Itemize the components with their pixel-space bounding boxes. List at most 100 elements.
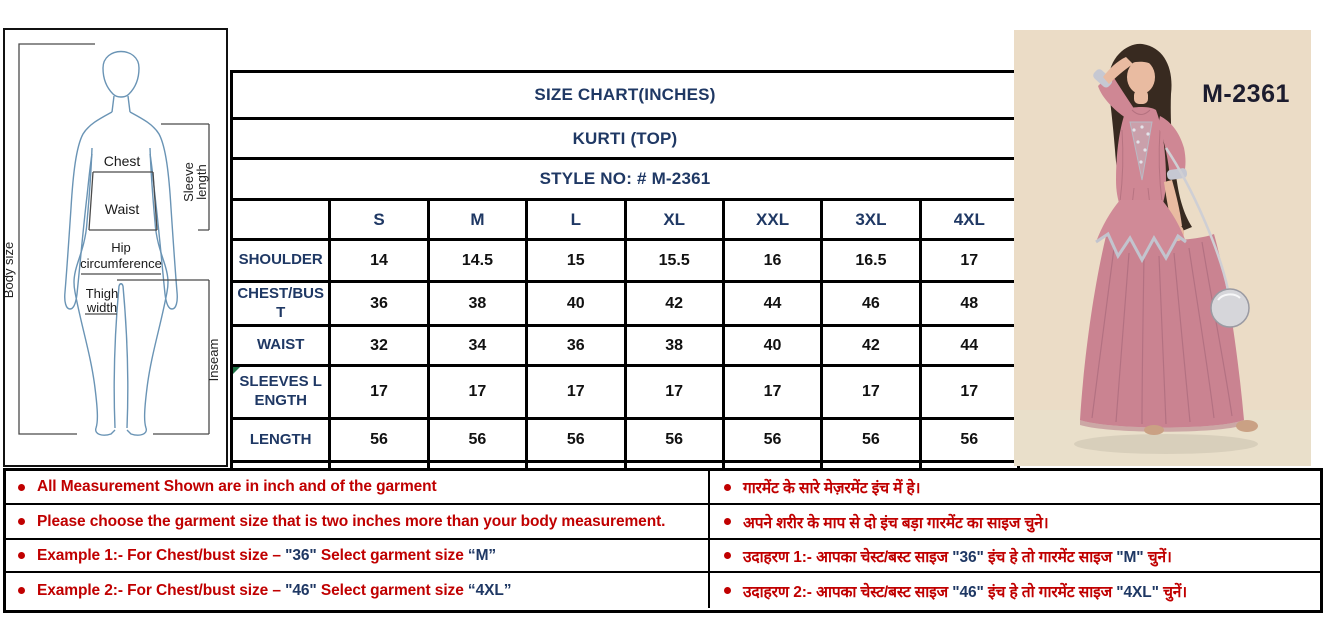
measurement-lines — [18, 43, 210, 435]
model-foot — [1144, 425, 1164, 435]
body-size-label: Body size — [5, 242, 16, 298]
note-highlight: "36" — [952, 548, 984, 566]
measurement-value: 40 — [525, 280, 627, 327]
measurement-value: 38 — [426, 280, 529, 327]
measurement-value: 17 — [918, 364, 1021, 420]
note-text: उदाहरण 2:- आपका चेस्ट/बस्ट साइज — [743, 583, 953, 601]
measurement-value: 14 — [328, 238, 430, 283]
measurement-value: 56 — [820, 417, 922, 463]
measurement-value: 17 — [918, 238, 1021, 283]
sleeve-length-label-line2: length — [194, 164, 209, 199]
note-highlight: "4XL" — [1116, 583, 1159, 601]
measurement-label: LENGTH — [229, 417, 332, 463]
measurement-label-text: SLEEVES LENGTH — [239, 373, 322, 409]
note-text: Select garment size — [316, 546, 468, 564]
measurement-value: 34 — [426, 324, 529, 367]
measurement-value: 16 — [721, 238, 824, 283]
size-header-s: S — [328, 198, 430, 241]
chest-label: Chest — [104, 153, 141, 169]
note-text: Example 1:- For Chest/bust size – — [37, 546, 286, 564]
table-row-sleeves-length: SLEEVES LENGTH 17 17 17 17 17 17 17 — [229, 364, 1021, 420]
hip-label-line1: Hip — [111, 240, 131, 255]
note-hi-1: गारमेंट के सारे मेज़रमेंट इंच में हे। — [710, 471, 1320, 505]
note-hi-2: अपने शरीर के माप से दो इंच बड़ा गारमेंट … — [710, 505, 1320, 540]
size-chart-table: SIZE CHART(INCHES) KURTI (TOP) STYLE NO:… — [229, 70, 1021, 471]
product-photo-illustration: M-2361 — [1014, 30, 1311, 466]
measurement-value: 44 — [918, 324, 1021, 367]
bullet-icon — [724, 587, 731, 594]
table-row-waist: WAIST 32 34 36 38 40 42 44 — [229, 324, 1021, 367]
note-text: चुनें। — [1143, 548, 1172, 566]
measurement-value: 56 — [918, 417, 1021, 463]
note-en-2: Please choose the garment size that is t… — [6, 505, 710, 540]
note-highlight: “4XL” — [467, 581, 512, 599]
size-header-l: L — [525, 198, 627, 241]
style-no-title: STYLE NO: # M-2361 — [230, 157, 1020, 201]
inseam-label: Inseam — [206, 339, 221, 382]
measurement-value: 44 — [721, 280, 824, 327]
size-header-xxl: XXL — [721, 198, 824, 241]
product-photo: M-2361 — [1014, 30, 1311, 466]
measurement-value: 40 — [721, 324, 824, 367]
note-text: Select garment size — [316, 581, 468, 599]
size-header-corner-cell — [229, 198, 332, 241]
note-highlight: "46" — [952, 583, 984, 601]
measurement-value: 56 — [623, 417, 725, 463]
zigzag-trim — [1095, 231, 1187, 264]
photo-style-code: M-2361 — [1202, 80, 1290, 108]
table-row-length: LENGTH 56 56 56 56 56 56 56 — [229, 417, 1021, 463]
measurement-value: 56 — [328, 417, 430, 463]
hip-label-line2: circumference — [80, 256, 162, 271]
measurement-value: 56 — [525, 417, 627, 463]
note-text: उदाहरण 1:- आपका चेस्ट/बस्ट साइज — [743, 548, 953, 566]
note-text: Please choose the garment size that is t… — [37, 512, 666, 530]
size-chart-table-wrap: SIZE CHART(INCHES) KURTI (TOP) STYLE NO:… — [229, 70, 1021, 471]
measurement-value: 17 — [426, 364, 529, 420]
measurement-value: 38 — [623, 324, 725, 367]
measurement-value: 16.5 — [820, 238, 922, 283]
note-text: इंच हे तो गारमेंट साइज — [983, 548, 1117, 566]
bullet-icon — [724, 518, 731, 525]
measurement-value: 46 — [820, 280, 922, 327]
note-highlight: "36" — [285, 546, 317, 564]
measurement-value: 36 — [525, 324, 627, 367]
bullet-icon — [18, 518, 25, 525]
measurement-label: SLEEVES LENGTH — [229, 364, 332, 420]
measurement-value: 56 — [426, 417, 529, 463]
body-diagram-svg: Chest Waist Hip circumference Thigh widt… — [1, 43, 221, 436]
thigh-label-line2: width — [86, 300, 117, 315]
measurement-value: 42 — [820, 324, 922, 367]
measurement-label: SHOULDER — [229, 238, 332, 283]
table-row-chest-bust: CHEST/BUST 36 38 40 42 44 46 48 — [229, 280, 1021, 327]
table-row-shoulder: SHOULDER 14 14.5 15 15.5 16 16.5 17 — [229, 238, 1021, 283]
measurement-value: 56 — [721, 417, 824, 463]
model-face — [1127, 60, 1155, 94]
bullet-icon — [724, 483, 731, 491]
note-text: चुनें। — [1158, 583, 1188, 601]
note-text: अपने शरीर के माप से दो इंच बड़ा गारमेंट … — [743, 514, 1049, 532]
note-text: इंच हे तो गारमेंट साइज — [983, 583, 1117, 601]
note-hi-4: उदाहरण 2:- आपका चेस्ट/बस्ट साइज "46" इंच… — [710, 573, 1320, 608]
bullet-icon — [724, 552, 731, 559]
body-measurement-diagram: Chest Waist Hip circumference Thigh widt… — [1, 28, 228, 467]
size-header-3xl: 3XL — [820, 198, 922, 241]
size-header-row: S M L XL XXL 3XL 4XL — [229, 198, 1021, 241]
note-highlight: "46" — [285, 581, 317, 599]
note-en-4: Example 2:- For Chest/bust size – "46" S… — [6, 573, 710, 608]
waist-label: Waist — [105, 201, 140, 217]
bullet-icon — [18, 587, 25, 594]
note-en-1: All Measurement Shown are in inch and of… — [6, 471, 710, 505]
measurement-value: 36 — [328, 280, 430, 327]
note-text: गारमेंट के सारे मेज़रमेंट इंच में हे। — [743, 480, 921, 497]
excel-flag-icon — [233, 367, 240, 374]
note-en-3: Example 1:- For Chest/bust size – "36" S… — [6, 540, 710, 573]
measurement-value: 17 — [820, 364, 922, 420]
sleeve-length-label-line1: Sleeve — [181, 162, 196, 202]
measurement-value: 15 — [525, 238, 627, 283]
notes-section: All Measurement Shown are in inch and of… — [3, 468, 1323, 613]
measurement-label: WAIST — [229, 324, 332, 367]
measurement-value: 17 — [328, 364, 430, 420]
bag-strap — [1164, 147, 1230, 291]
thigh-label-line1: Thigh — [86, 286, 119, 301]
